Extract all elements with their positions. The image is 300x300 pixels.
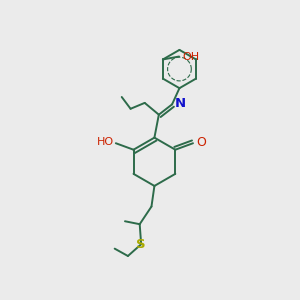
- Text: N: N: [174, 97, 186, 110]
- Text: HO: HO: [97, 137, 114, 147]
- Text: S: S: [136, 238, 146, 251]
- Text: OH: OH: [182, 52, 199, 61]
- Text: O: O: [196, 136, 206, 149]
